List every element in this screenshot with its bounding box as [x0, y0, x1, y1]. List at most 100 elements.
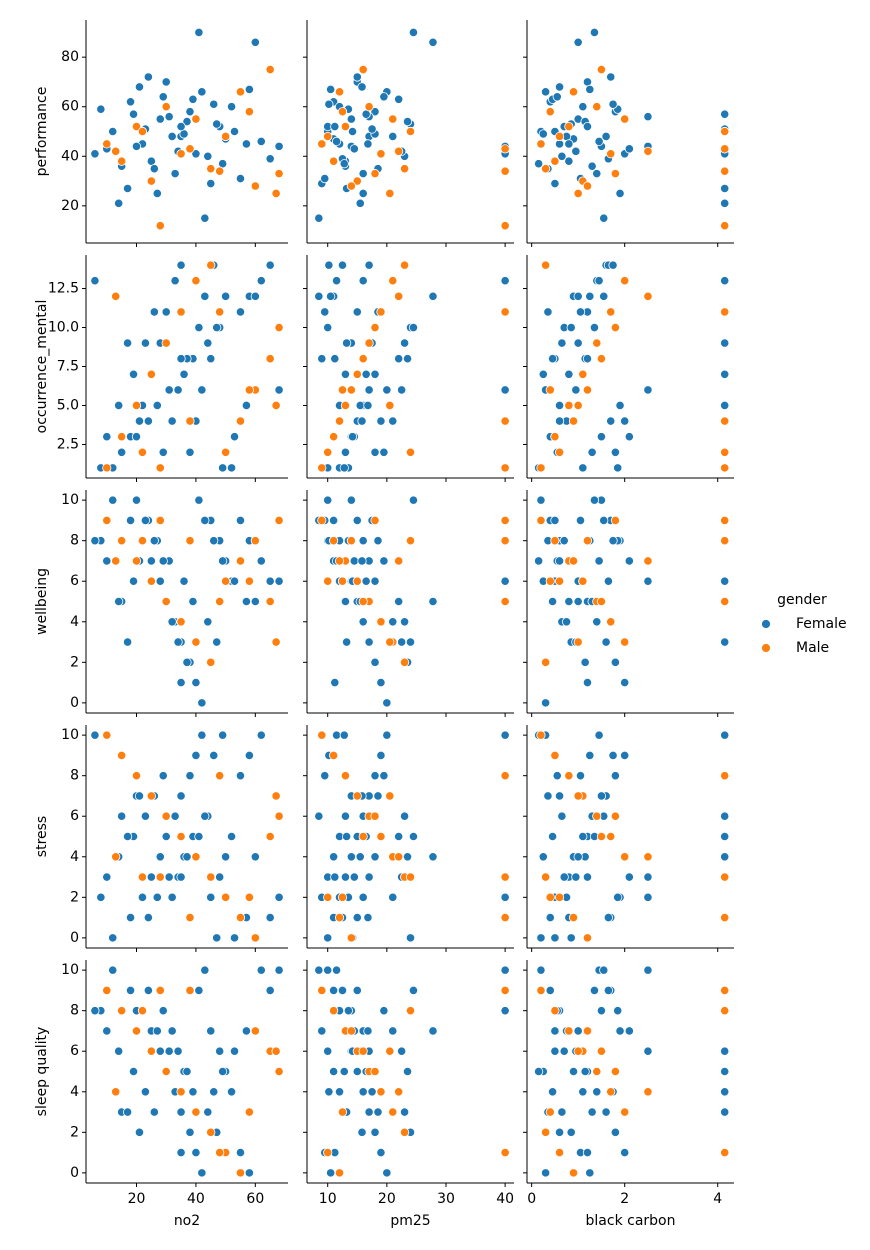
point [179, 576, 189, 586]
point [376, 416, 386, 426]
point [594, 136, 604, 147]
point [108, 126, 118, 137]
point [428, 596, 438, 607]
point [545, 107, 555, 117]
point [161, 102, 171, 112]
point [596, 1006, 607, 1016]
point [585, 291, 595, 301]
point [271, 400, 281, 411]
point [194, 985, 204, 996]
point [547, 596, 558, 607]
point [323, 576, 333, 586]
panel [303, 255, 514, 482]
point [582, 1147, 593, 1158]
point [361, 369, 371, 379]
point [155, 114, 165, 124]
y-tick-label: 2 [70, 889, 79, 905]
point [342, 637, 352, 647]
point [176, 260, 186, 270]
point [408, 831, 419, 842]
point [620, 416, 630, 426]
point [550, 515, 560, 526]
point [191, 677, 201, 688]
point [608, 99, 618, 109]
point [352, 576, 362, 586]
point [620, 114, 630, 124]
point [274, 385, 284, 395]
point [543, 307, 553, 317]
point [317, 139, 327, 149]
point [274, 892, 284, 902]
panel: 10 20 30 40 pm25 [303, 960, 514, 1229]
point [256, 136, 266, 147]
point [405, 447, 416, 457]
point [182, 1066, 192, 1077]
point [720, 338, 730, 348]
point [538, 129, 548, 139]
point [176, 677, 186, 688]
point [575, 771, 586, 781]
point [541, 1127, 551, 1137]
point [394, 1087, 404, 1097]
point [131, 400, 142, 411]
point [541, 872, 551, 882]
point [364, 385, 374, 395]
point [589, 985, 600, 996]
point [500, 872, 510, 882]
panel: 0 2 4 black carbon [523, 960, 734, 1229]
point [364, 102, 374, 112]
point [376, 1087, 386, 1097]
point [176, 791, 186, 801]
point [331, 965, 342, 975]
legend-label: Male [796, 640, 829, 656]
point [352, 307, 362, 317]
point [370, 107, 380, 117]
point [545, 1107, 555, 1117]
point [96, 892, 106, 902]
point [500, 730, 510, 740]
point [176, 1087, 186, 1097]
point [161, 338, 171, 348]
y-tick-label: 40 [61, 148, 79, 164]
point [385, 637, 395, 647]
point [158, 556, 168, 566]
point [428, 291, 438, 301]
point [173, 385, 183, 395]
point [226, 102, 237, 112]
point [363, 400, 373, 411]
point [164, 385, 174, 395]
point [346, 852, 356, 862]
point [176, 831, 186, 842]
point [329, 536, 339, 546]
point [140, 515, 151, 526]
point [320, 307, 330, 317]
point [102, 730, 112, 740]
point [244, 107, 254, 117]
point [265, 354, 275, 364]
y-tick-label: 12.5 [48, 281, 79, 297]
point [500, 463, 510, 473]
y-tick-label: 0 [70, 930, 79, 946]
point [601, 1107, 611, 1117]
point [610, 515, 620, 526]
point [573, 1046, 583, 1056]
point [191, 149, 201, 159]
point [592, 102, 602, 112]
point [218, 730, 228, 740]
point [155, 576, 165, 586]
point [191, 114, 201, 124]
point [428, 37, 438, 47]
point [587, 161, 597, 171]
panel: 0 2 4 6 8 10 stress [34, 725, 288, 952]
y-tick-label: 10 [61, 727, 79, 743]
point [613, 1006, 623, 1016]
point [554, 892, 565, 902]
point [271, 188, 281, 199]
point [185, 1127, 195, 1137]
point [167, 416, 177, 426]
point [256, 276, 266, 286]
point [547, 354, 558, 364]
point [323, 933, 333, 943]
point [176, 1147, 186, 1158]
y-tick-label: 0 [70, 695, 79, 711]
